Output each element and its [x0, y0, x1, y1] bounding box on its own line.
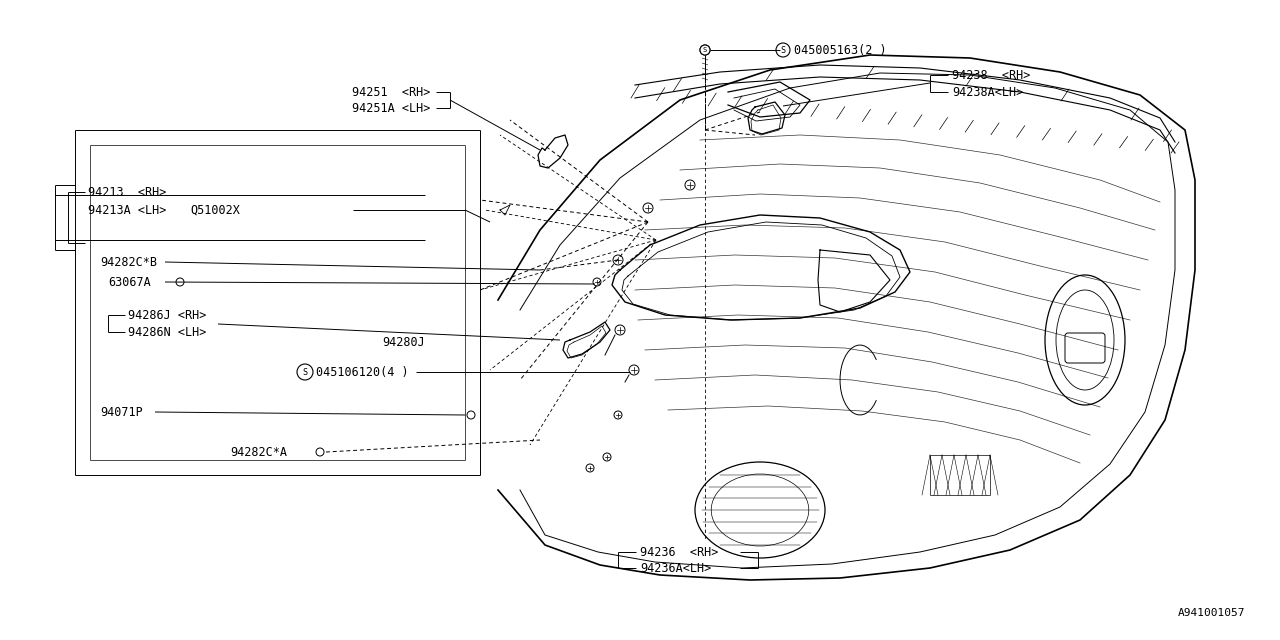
- Text: A941001057: A941001057: [1178, 608, 1245, 618]
- Text: 94236A<LH>: 94236A<LH>: [640, 561, 712, 575]
- Text: 94282C*B: 94282C*B: [100, 255, 157, 269]
- Text: S: S: [302, 367, 307, 376]
- Text: 94236  <RH>: 94236 <RH>: [640, 545, 718, 559]
- Text: 94251  <RH>: 94251 <RH>: [352, 86, 430, 99]
- Circle shape: [628, 365, 639, 375]
- Text: 94071P: 94071P: [100, 406, 143, 419]
- Text: 94213  <RH>: 94213 <RH>: [88, 186, 166, 198]
- Circle shape: [316, 448, 324, 456]
- Text: 94286N <LH>: 94286N <LH>: [128, 326, 206, 339]
- Circle shape: [467, 411, 475, 419]
- Circle shape: [586, 464, 594, 472]
- Circle shape: [643, 203, 653, 213]
- Text: 94286J <RH>: 94286J <RH>: [128, 308, 206, 321]
- Circle shape: [614, 411, 622, 419]
- Text: 045106120(4 ): 045106120(4 ): [316, 365, 408, 378]
- Circle shape: [614, 325, 625, 335]
- Circle shape: [603, 453, 611, 461]
- Text: S: S: [781, 45, 786, 54]
- Text: 94280J: 94280J: [381, 335, 425, 349]
- Text: 94282C*A: 94282C*A: [230, 445, 287, 458]
- Text: 94238  <RH>: 94238 <RH>: [952, 68, 1030, 81]
- Text: 94251A <LH>: 94251A <LH>: [352, 102, 430, 115]
- Circle shape: [776, 43, 790, 57]
- Text: 94238A<LH>: 94238A<LH>: [952, 86, 1023, 99]
- Text: 63067A: 63067A: [108, 275, 151, 289]
- Circle shape: [700, 45, 710, 55]
- Text: Q51002X: Q51002X: [189, 204, 239, 216]
- Text: S: S: [703, 47, 707, 53]
- Circle shape: [685, 180, 695, 190]
- Circle shape: [177, 278, 184, 286]
- Circle shape: [613, 255, 623, 265]
- Text: 94213A <LH>: 94213A <LH>: [88, 204, 166, 216]
- Circle shape: [593, 278, 602, 286]
- Circle shape: [700, 45, 710, 55]
- Circle shape: [297, 364, 314, 380]
- Text: 045005163(2 ): 045005163(2 ): [794, 44, 887, 56]
